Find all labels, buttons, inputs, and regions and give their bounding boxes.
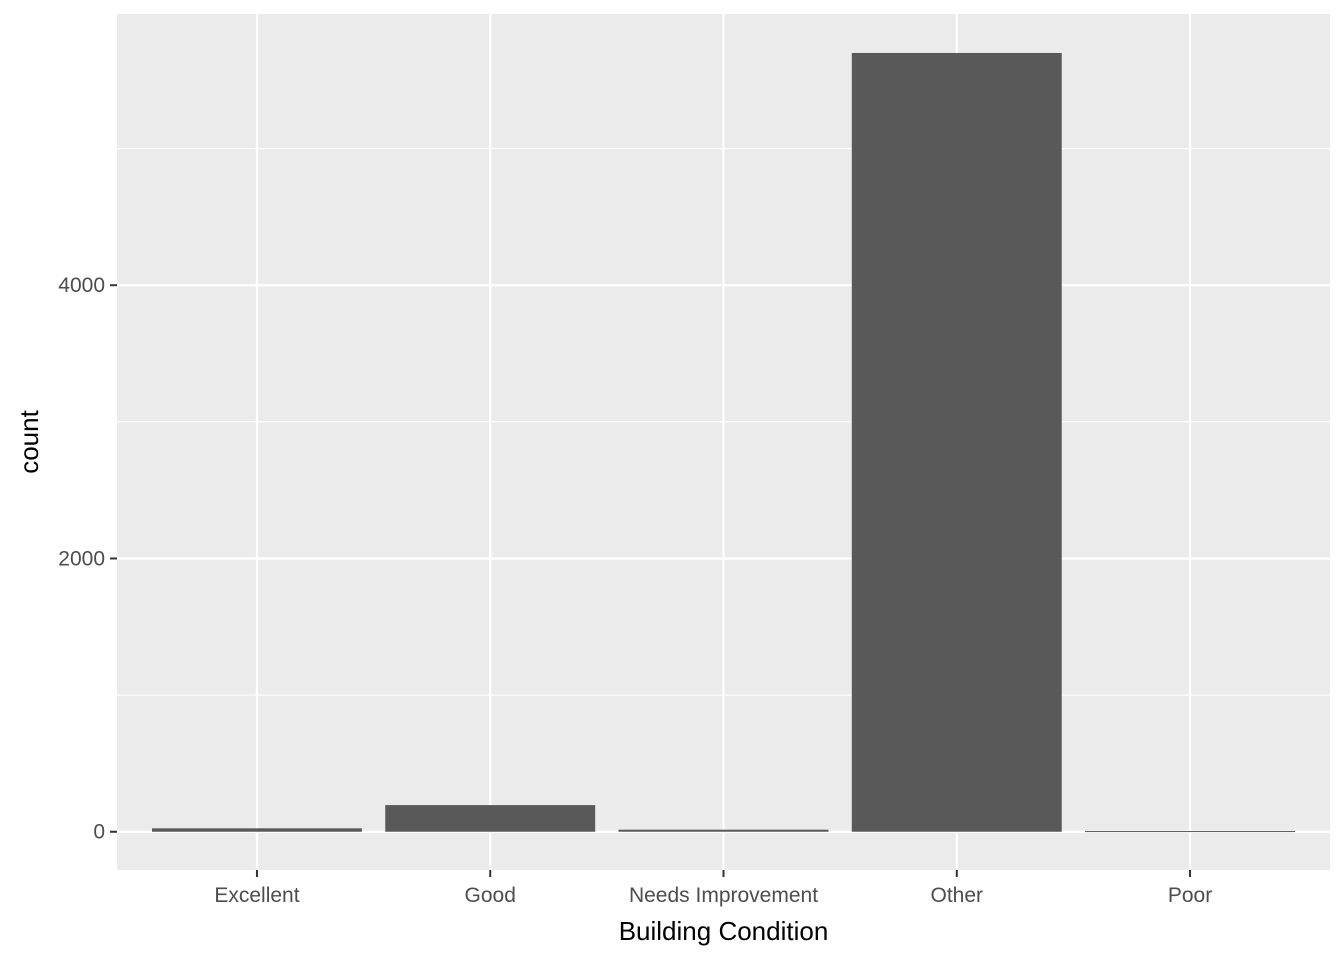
x-tick-label: Good bbox=[465, 884, 516, 907]
y-tick-label: 0 bbox=[93, 821, 105, 844]
bar-needs-improvement bbox=[618, 829, 829, 832]
bars-group bbox=[151, 52, 1296, 833]
y-axis-title: count bbox=[14, 409, 44, 473]
x-axis-title: Building Condition bbox=[619, 916, 829, 946]
bar-excellent bbox=[151, 828, 362, 832]
y-tick-label: 2000 bbox=[58, 547, 105, 570]
x-tick-label: Needs Improvement bbox=[629, 884, 818, 907]
bar-good bbox=[385, 805, 596, 832]
bar-poor bbox=[1085, 831, 1296, 833]
x-tick-label: Poor bbox=[1168, 884, 1212, 907]
x-tick-label: Other bbox=[931, 884, 984, 907]
x-tick-label: Excellent bbox=[214, 884, 299, 907]
y-axis: 0 2000 4000 bbox=[58, 274, 117, 844]
x-axis: Excellent Good Needs Improvement Other Poor bbox=[214, 870, 1212, 907]
bar-other bbox=[851, 52, 1062, 832]
y-tick-label: 4000 bbox=[58, 274, 105, 297]
